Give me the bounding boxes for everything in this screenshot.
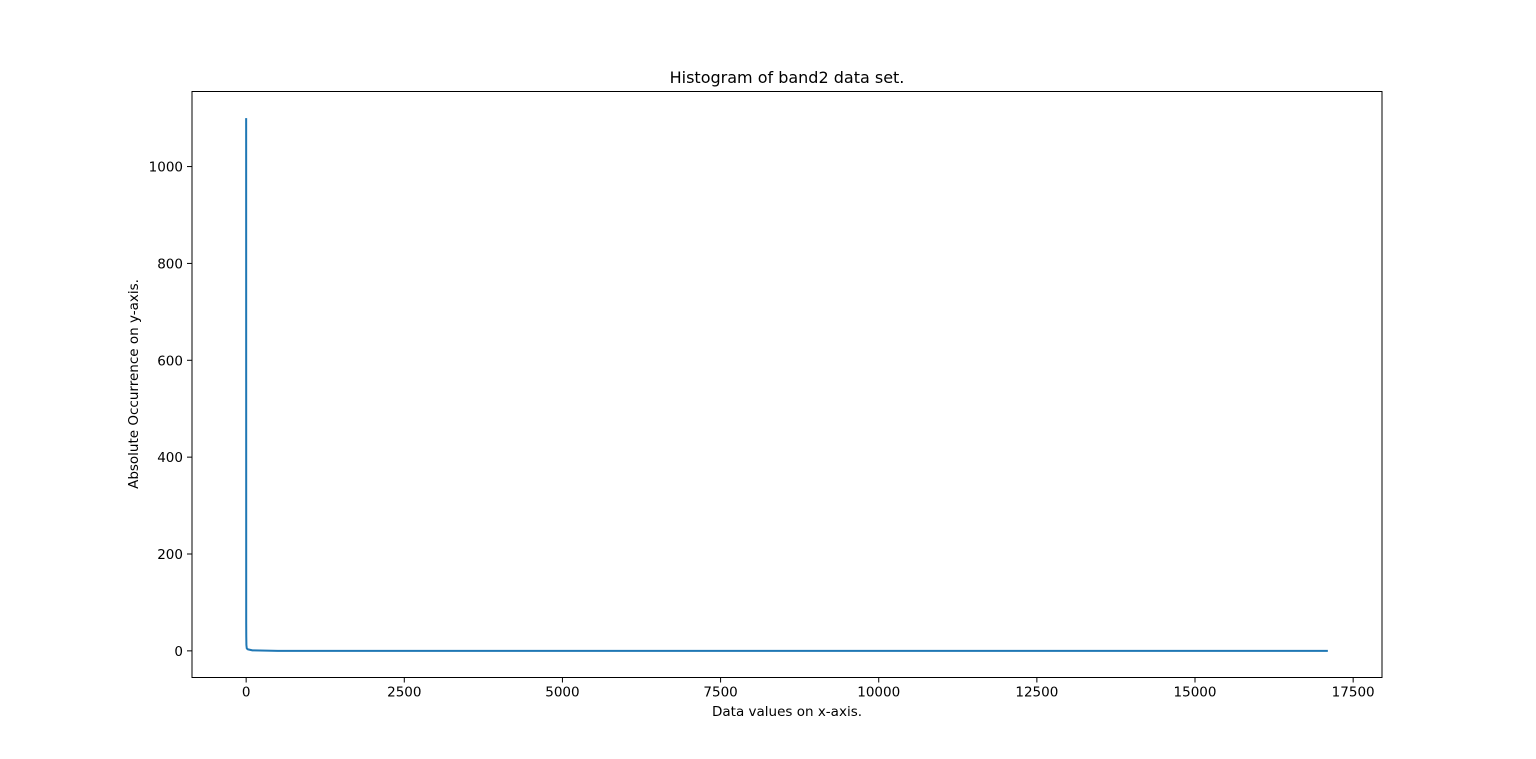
axis-ticks: 0 2500 5000 7500 10000 12500 15000 17500 0 200 400… (149, 160, 1375, 701)
x-tick-label: 5000 (545, 685, 579, 701)
x-tick-label: 12500 (1015, 685, 1058, 701)
x-tick-label: 10000 (857, 685, 900, 701)
y-tick-label: 400 (157, 450, 183, 466)
y-axis-label: Absolute Occurrence on y-axis. (126, 279, 142, 489)
x-axis-label: Data values on x-axis. (712, 704, 862, 720)
y-tick-label: 0 (174, 644, 183, 660)
y-tick-label: 1000 (149, 160, 183, 176)
plot-frame (191, 91, 1383, 678)
y-tick-label: 600 (157, 353, 183, 369)
chart-title: Histogram of band2 data set. (670, 68, 905, 87)
series-line-0 (245, 118, 1328, 652)
x-tick-label: 17500 (1332, 685, 1375, 701)
y-tick-label: 200 (157, 547, 183, 563)
x-tick-label: 2500 (387, 685, 421, 701)
x-tick-label: 7500 (703, 685, 737, 701)
x-tick-label: 0 (242, 685, 251, 701)
y-tick-label: 800 (157, 256, 183, 272)
plot-area (245, 118, 1328, 652)
x-tick-label: 15000 (1174, 685, 1217, 701)
